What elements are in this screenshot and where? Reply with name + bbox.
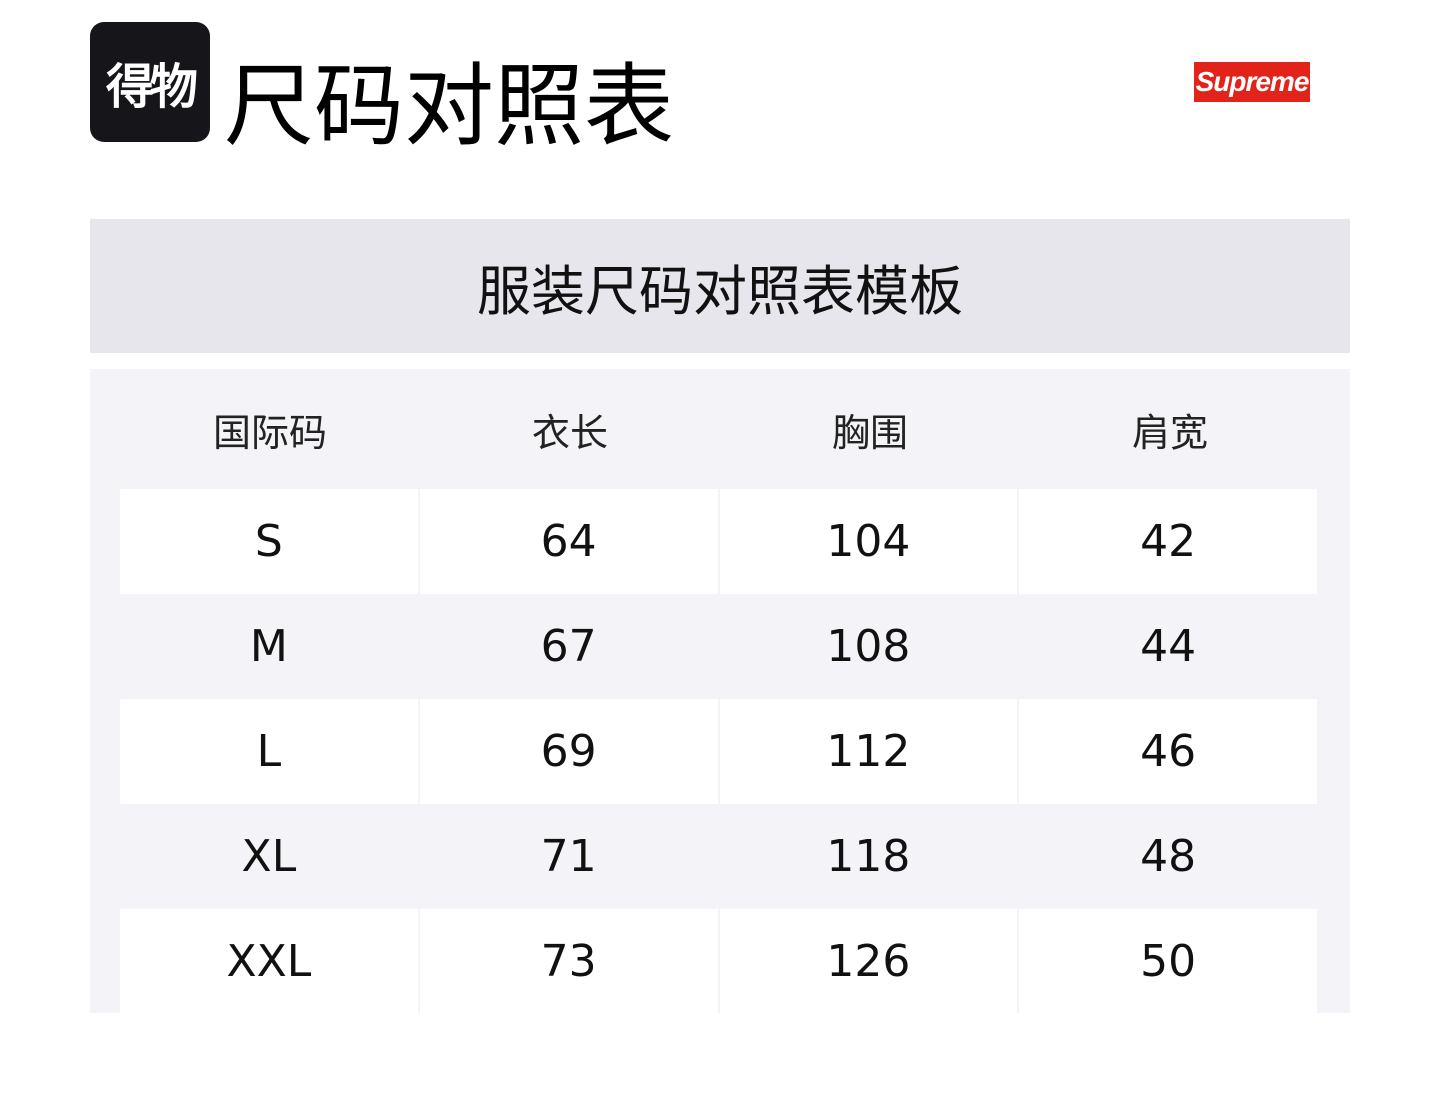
table-cell: XXL — [120, 909, 418, 1014]
table-cell: S — [120, 489, 418, 594]
table-caption: 服装尺码对照表模板 — [90, 219, 1350, 353]
table-cell: 118 — [826, 831, 911, 882]
table-cell: M — [249, 621, 288, 672]
table-cell: 48 — [1140, 831, 1197, 882]
table-row: S 64 104 42 — [120, 489, 1317, 594]
table-cell: 50 — [1019, 909, 1317, 1014]
table-row: M 67 108 44 — [120, 594, 1317, 699]
dewu-logo: 得物 — [90, 22, 210, 142]
table-cell: 108 — [826, 621, 911, 672]
table-cell: 112 — [719, 699, 1018, 804]
column-header: 国际码 — [212, 410, 327, 455]
table-row: XXL 73 126 50 — [120, 909, 1317, 1014]
table-cell: 44 — [1140, 621, 1197, 672]
table-cell: 71 — [540, 831, 597, 882]
table-cell: 69 — [419, 699, 718, 804]
table-header-row: 国际码 衣长 胸围 肩宽 — [120, 369, 1320, 489]
table-cell: 64 — [419, 489, 718, 594]
column-header: 肩宽 — [1131, 410, 1208, 455]
table-cell: 126 — [719, 909, 1018, 1014]
table-cell: 104 — [719, 489, 1018, 594]
table-row: XL 71 118 48 — [120, 804, 1317, 909]
size-table: 国际码 衣长 胸围 肩宽 S 64 104 42 M 67 108 44 L 69 112 46 XL 7… — [90, 369, 1350, 1014]
supreme-logo: Supreme — [1194, 62, 1310, 102]
column-header: 衣长 — [531, 410, 608, 455]
column-header: 胸围 — [831, 410, 908, 455]
table-cell: 46 — [1019, 699, 1317, 804]
table-cell: XL — [241, 831, 297, 882]
table-cell: 42 — [1019, 489, 1317, 594]
table-cell: L — [120, 699, 418, 804]
page-title: 尺码对照表 — [224, 54, 674, 159]
table-cell: 73 — [419, 909, 718, 1014]
table-cell: 67 — [540, 621, 597, 672]
table-row: L 69 112 46 — [120, 699, 1317, 804]
